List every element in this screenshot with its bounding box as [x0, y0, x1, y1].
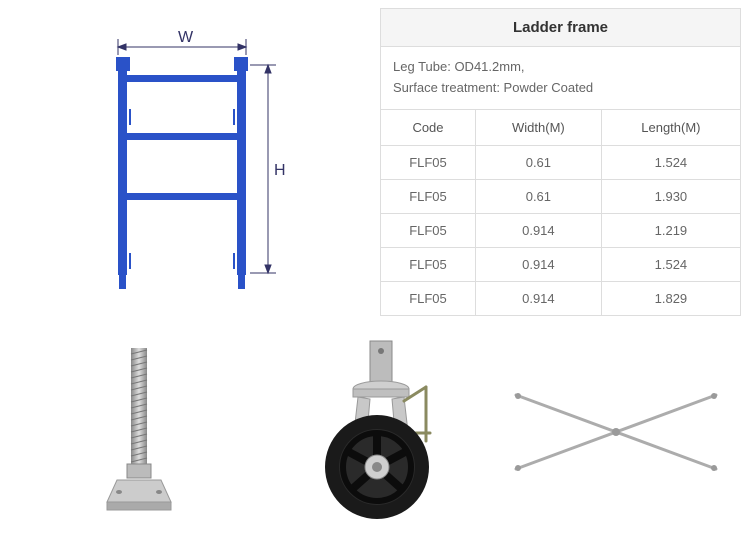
table-row: FLF05 0.61 1.930	[381, 179, 741, 213]
spec-panel: Ladder frame Leg Tube: OD41.2mm, Surface…	[375, 0, 755, 330]
table-row: FLF05 0.914 1.829	[381, 281, 741, 315]
spec-line-1: Leg Tube: OD41.2mm,	[393, 59, 525, 74]
dim-label-w: W	[178, 29, 194, 46]
ladder-frame-table: Ladder frame Leg Tube: OD41.2mm, Surface…	[380, 8, 741, 316]
ladder-frame-diagram: W H	[0, 0, 375, 330]
table-title: Ladder frame	[381, 9, 741, 47]
col-length: Length(M)	[601, 109, 740, 145]
cross-brace-image	[497, 330, 735, 534]
dim-label-h: H	[274, 162, 286, 179]
table-row: FLF05 0.914 1.524	[381, 247, 741, 281]
col-width: Width(M)	[475, 109, 601, 145]
caster-wheel-image	[258, 330, 496, 534]
table-row: FLF05 0.61 1.524	[381, 145, 741, 179]
ladder-frame-svg: W H	[78, 25, 298, 305]
table-row: FLF05 0.914 1.219	[381, 213, 741, 247]
screw-jack-image	[20, 330, 258, 534]
col-code: Code	[381, 109, 476, 145]
spec-line-2: Surface treatment: Powder Coated	[393, 80, 593, 95]
spec-cell: Leg Tube: OD41.2mm, Surface treatment: P…	[381, 47, 741, 110]
